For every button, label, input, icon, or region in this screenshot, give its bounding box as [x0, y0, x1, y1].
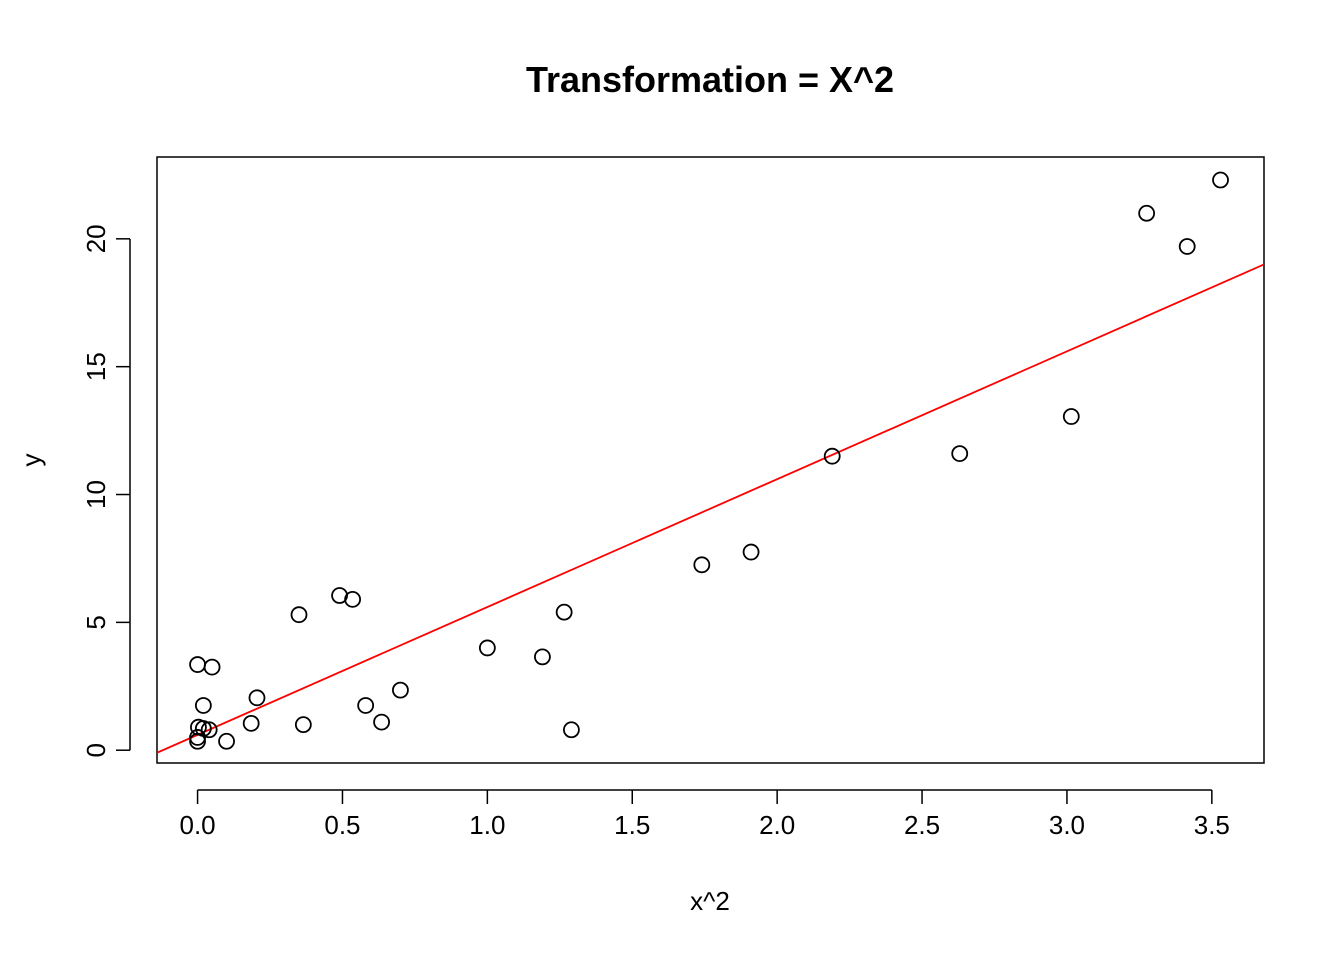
data-point [823, 447, 841, 465]
data-point [290, 606, 308, 624]
data-point [478, 639, 496, 657]
y-tick-label: 0 [81, 743, 111, 757]
x-tick-label: 2.0 [759, 810, 795, 840]
points-layer [189, 171, 1229, 750]
data-point [951, 445, 969, 463]
data-point [189, 729, 206, 746]
y-axis: 0 5 10 15 20 [81, 224, 131, 757]
data-point [534, 648, 551, 666]
data-point [248, 689, 266, 707]
x-axis-label: x^2 [690, 886, 730, 916]
data-point [563, 721, 580, 739]
x-tick-label: 2.5 [904, 810, 940, 840]
x-tick-label: 0.0 [179, 810, 215, 840]
x-tick-label: 0.5 [324, 810, 360, 840]
chart-title: Transformation = X^2 [526, 59, 894, 100]
data-point [194, 720, 212, 737]
data-point [1062, 408, 1080, 425]
data-point [203, 658, 221, 676]
data-point [693, 556, 711, 574]
data-point [189, 656, 206, 673]
data-point [373, 713, 390, 731]
data-point [555, 603, 573, 621]
data-point [294, 716, 312, 734]
data-point [1178, 238, 1196, 255]
data-point [242, 714, 260, 732]
data-point [357, 697, 375, 714]
data-point [1212, 171, 1229, 189]
regression-line [157, 263, 1264, 754]
data-point [344, 590, 362, 608]
data-point [392, 681, 409, 699]
y-tick-label: 5 [81, 615, 111, 629]
data-point [194, 697, 212, 714]
x-tick-label: 1.0 [469, 810, 505, 840]
y-tick-label: 10 [81, 480, 111, 509]
data-point [200, 721, 218, 739]
plot-frame [156, 156, 1265, 764]
fit-line-layer [157, 263, 1264, 754]
x-tick-label: 3.0 [1049, 810, 1085, 840]
y-tick-label: 15 [81, 352, 111, 381]
y-axis-label: y [16, 454, 46, 467]
data-point [742, 543, 760, 561]
x-tick-label: 3.5 [1194, 810, 1230, 840]
data-point [1138, 204, 1156, 222]
y-tick-label: 20 [81, 224, 111, 253]
x-axis: 0.0 0.5 1.0 1.5 2.0 2.5 3.0 3.5 [179, 789, 1230, 840]
data-point [218, 732, 235, 750]
x-tick-label: 1.5 [614, 810, 650, 840]
